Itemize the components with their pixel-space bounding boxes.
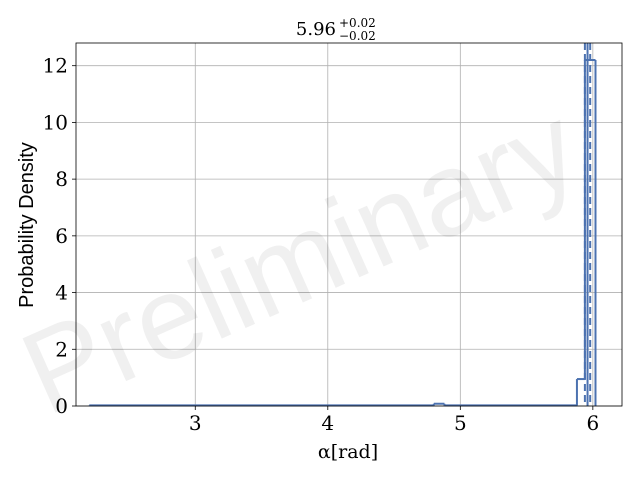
title-lower-error: −0.02: [339, 29, 376, 43]
ticks: 3 4 5 6 0 2 4 6 8 10 12: [43, 54, 600, 435]
y-tick-label: 2: [55, 337, 68, 361]
axes-frame: [75, 42, 623, 407]
watermark-text: Preliminary: [4, 80, 597, 441]
title-upper-error: +0.02: [339, 16, 376, 30]
y-tick-label: 12: [43, 54, 68, 78]
y-tick-label: 6: [55, 224, 68, 248]
x-tick-label: 3: [189, 411, 202, 435]
y-tick-label: 0: [55, 394, 68, 418]
x-axis-label: α[rad]: [318, 441, 378, 463]
x-tick-label: 4: [321, 411, 334, 435]
y-tick-label: 10: [43, 110, 68, 134]
x-tick-label: 5: [454, 411, 467, 435]
y-tick-label: 4: [55, 281, 68, 305]
y-tick-label: 8: [55, 167, 68, 191]
chart-title: 5.96: [296, 19, 336, 40]
x-tick-label: 6: [586, 411, 599, 435]
reference-lines: [583, 43, 592, 406]
y-axis-label: Probability Density: [16, 142, 38, 308]
title-value: 5.96: [296, 19, 336, 40]
